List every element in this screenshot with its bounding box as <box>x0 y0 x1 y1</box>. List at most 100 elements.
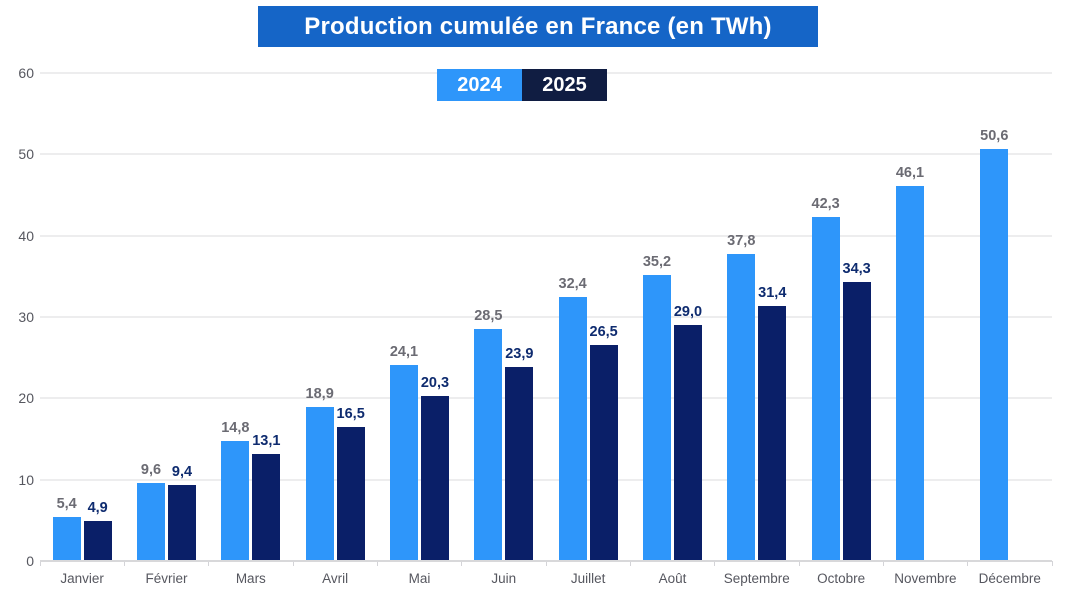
x-tick-label-juillet: Juillet <box>570 571 606 586</box>
bar-slot-2025-mai: 20,3 <box>421 375 449 561</box>
value-label-2025-octobre: 34,3 <box>842 261 871 278</box>
x-axis-tick <box>882 561 884 566</box>
value-label-2025-mars: 13,1 <box>252 433 281 450</box>
gridline-10 <box>40 478 1052 481</box>
x-tick-label-mars: Mars <box>235 571 266 586</box>
value-label-2024-juin: 28,5 <box>474 308 503 325</box>
bar-slot-2025-aout: 29,0 <box>674 304 702 561</box>
y-tick-label-0: 0 <box>26 553 34 569</box>
bar-slot-2024-mai: 24,1 <box>390 344 418 561</box>
bar-2024-juin <box>474 329 503 561</box>
x-tick-label-decembre: Décembre <box>978 571 1041 586</box>
bar-group-novembre: 46,1 Novembre <box>883 73 967 586</box>
bar-group-octobre: 42,3 34,3 Octobre <box>799 73 883 586</box>
bar-2024-novembre <box>895 186 924 561</box>
value-label-2024-septembre: 37,8 <box>727 232 756 249</box>
bar-slot-2024-juillet: 32,4 <box>559 276 587 561</box>
gridline-50 <box>40 153 1052 156</box>
value-label-2024-juillet: 32,4 <box>558 276 587 293</box>
bar-2025-juillet <box>589 345 618 561</box>
value-label-2024-decembre: 50,6 <box>980 128 1009 145</box>
value-label-2024-aout: 35,2 <box>642 253 672 270</box>
bar-slot-2025-juillet: 26,5 <box>590 324 618 561</box>
x-tick-label-octobre: Octobre <box>817 571 866 586</box>
bar-slot-2025-octobre: 34,3 <box>843 261 871 561</box>
plot-area: 0 10 20 30 40 50 60 5,4 4,9 Janvier 9,6 9,4 Février… <box>18 65 1053 586</box>
bar-group-mars: 14,8 13,1 Mars <box>209 73 293 586</box>
bar-slot-2024-fevrier: 9,6 <box>136 462 165 561</box>
x-axis-tick <box>967 561 969 566</box>
value-label-2025-fevrier: 9,4 <box>171 463 193 480</box>
x-tick-label-janvier: Janvier <box>60 571 104 586</box>
value-label-2025-juillet: 26,5 <box>589 324 618 341</box>
bar-2025-aout <box>673 325 702 561</box>
bar-2025-fevrier <box>167 484 196 561</box>
bar-group-avril: 18,9 16,5 Avril <box>293 73 377 586</box>
bar-slot-2025-mars: 13,1 <box>252 433 280 561</box>
bar-slot-2024-novembre: 46,1 <box>896 165 924 561</box>
bar-2025-septembre <box>758 305 787 561</box>
bar-2024-mai <box>389 365 418 561</box>
bar-slot-2025-juin: 23,9 <box>505 346 533 561</box>
x-axis-tick <box>798 561 800 566</box>
value-label-2024-janvier: 5,4 <box>56 496 77 513</box>
value-label-2024-avril: 18,9 <box>305 386 334 403</box>
bar-2024-octobre <box>811 216 840 561</box>
value-label-2024-mai: 24,1 <box>389 344 419 360</box>
x-axis-tick <box>292 561 294 566</box>
bar-2025-octobre <box>842 282 871 561</box>
bar-2024-janvier <box>52 517 81 561</box>
x-axis-tick <box>208 561 210 566</box>
bar-2025-juin <box>505 366 534 561</box>
y-tick-label-60: 60 <box>18 65 34 81</box>
y-tick-label-50: 50 <box>18 146 34 163</box>
value-label-2025-avril: 16,5 <box>336 405 365 422</box>
bar-2024-avril <box>305 407 334 561</box>
x-tick-label-septembre: Septembre <box>723 571 790 586</box>
y-tick-label-20: 20 <box>18 390 34 407</box>
value-label-2025-juin: 23,9 <box>505 345 534 362</box>
legend-item-2024[interactable]: 2024 <box>437 69 522 101</box>
y-tick-label-10: 10 <box>18 471 34 488</box>
x-tick-label-fevrier: Février <box>145 571 188 586</box>
gridline-20 <box>40 397 1052 400</box>
bar-2025-mai <box>420 395 449 561</box>
value-label-2025-janvier: 4,9 <box>87 500 108 517</box>
x-tick-label-avril: Avril <box>322 571 349 586</box>
x-axis-tick <box>1051 561 1053 566</box>
bar-group-aout: 35,2 29,0 Août <box>630 73 714 586</box>
x-axis-tick <box>714 561 716 566</box>
y-tick-label-40: 40 <box>18 227 34 244</box>
bar-2025-avril <box>336 426 365 561</box>
legend-item-2025[interactable]: 2025 <box>522 69 607 101</box>
bar-slot-2024-octobre: 42,3 <box>812 196 840 561</box>
bar-2024-fevrier <box>136 482 165 561</box>
bar-group-mai: 24,1 20,3 Mai <box>377 73 461 586</box>
bar-2024-juillet <box>558 297 587 561</box>
x-axis-tick <box>123 561 125 566</box>
x-axis-tick <box>376 561 378 566</box>
bar-group-janvier: 5,4 4,9 Janvier <box>40 73 124 586</box>
bar-group-septembre: 37,8 31,4 Septembre <box>715 73 799 586</box>
bar-2024-decembre <box>980 149 1009 561</box>
bar-2024-mars <box>221 440 250 561</box>
value-label-2024-mars: 14,8 <box>221 419 250 436</box>
value-label-2025-septembre: 31,4 <box>758 284 787 301</box>
chart-title: Production cumulée en France (en TWh) <box>258 6 818 47</box>
x-axis-tick <box>545 561 547 566</box>
y-tick-label-30: 30 <box>18 309 34 325</box>
bar-slot-2024-janvier: 5,4 <box>52 496 81 561</box>
gridline-40 <box>40 234 1052 237</box>
bar-slot-2024-decembre: 50,6 <box>980 128 1008 561</box>
bar-2024-septembre <box>727 253 756 561</box>
x-axis-line <box>40 560 1052 562</box>
bar-slot-2025-fevrier: 9,4 <box>167 463 196 561</box>
value-label-2025-mai: 20,3 <box>420 374 450 391</box>
x-axis-tick-layer <box>39 73 1053 566</box>
bar-group-juin: 28,5 23,9 Juin <box>462 73 546 586</box>
bar-slot-2024-juin: 28,5 <box>474 308 502 561</box>
bar-slot-2024-septembre: 37,8 <box>727 233 755 561</box>
value-label-2025-aout: 29,0 <box>673 304 703 321</box>
bar-2025-mars <box>252 454 281 561</box>
